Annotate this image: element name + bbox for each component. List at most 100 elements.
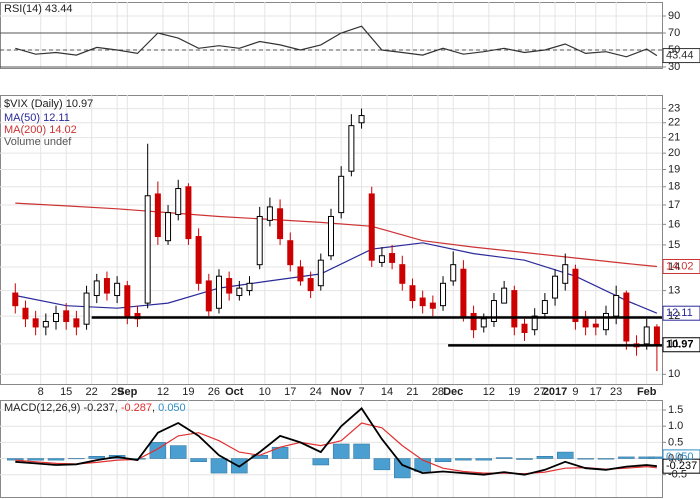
candle-body (419, 297, 426, 307)
candle-body (175, 188, 182, 216)
macd-panel (0, 400, 663, 498)
x-tick-label: 14 (381, 386, 393, 398)
ma200-name: MA(200) (4, 124, 46, 136)
candle-body (552, 275, 559, 299)
moving-average-line (15, 242, 658, 314)
x-tick-label: 22 (86, 386, 98, 398)
macd-readout: -0.237 (83, 402, 114, 414)
value-box-label: 0.050 (666, 451, 694, 463)
histogram-bar (618, 456, 635, 459)
y-tick-label: 19 (668, 163, 680, 175)
histogram-bar (353, 443, 370, 459)
y-tick-label: 20 (668, 147, 680, 159)
x-tick-label: 21 (406, 386, 418, 398)
y-tick-label: 13 (668, 284, 680, 296)
y-tick-label: 0.0 (668, 452, 683, 464)
candle-body (53, 312, 60, 322)
histogram-bar (597, 458, 615, 460)
y-tick-label: 14 (668, 261, 680, 273)
macd-line (15, 407, 658, 476)
candle-body (328, 215, 334, 257)
x-tick-label: 26 (208, 386, 220, 398)
candle-body (521, 323, 528, 333)
candle-body (429, 302, 436, 309)
price-title: $VIX (Daily) (4, 98, 63, 110)
candle-body (154, 193, 161, 238)
candle-body (378, 255, 385, 263)
x-tick-label: Feb (637, 386, 657, 398)
candle-body (613, 295, 620, 317)
candle-body (134, 312, 141, 320)
candle-body (653, 326, 660, 346)
candle-body (165, 212, 172, 242)
candle-body (562, 264, 569, 284)
y-tick-label: 16 (668, 218, 680, 230)
candle-body (195, 236, 202, 284)
x-tick-label: 7 (358, 386, 364, 398)
candle-body (572, 268, 579, 322)
candle-body (470, 312, 477, 331)
candle-body (185, 186, 192, 240)
moving-average-line (15, 202, 657, 268)
ma200-last: 14.02 (49, 124, 77, 136)
histogram-bar (312, 458, 330, 466)
value-box-label: 10.97 (666, 339, 694, 351)
histogram-bar (434, 458, 452, 463)
histogram-bar (169, 445, 187, 459)
x-tick-label: 23 (610, 386, 622, 398)
candle-body (205, 280, 212, 312)
histogram-bar (516, 458, 533, 460)
histogram-bar (455, 458, 472, 461)
y-tick-label: 70 (668, 27, 680, 39)
x-tick-label: 24 (310, 386, 322, 398)
candle-body (602, 312, 609, 331)
candle-body (277, 208, 284, 240)
histogram-bar (577, 458, 594, 460)
histogram-bar (373, 458, 391, 471)
candle-body (450, 264, 457, 282)
value-box (662, 48, 700, 64)
value-box (662, 305, 700, 321)
candle-body (541, 300, 548, 314)
ma50-legend: MA(50) 12.11 (4, 112, 70, 124)
candle-body (42, 320, 49, 328)
x-tick-label: 15 (60, 386, 72, 398)
macd-title: MACD(12,26,9) (4, 402, 80, 414)
histogram-bar (210, 458, 228, 474)
candle-body (144, 195, 151, 304)
histogram-bar (7, 458, 24, 461)
value-box (662, 458, 700, 474)
x-tick-label: 28 (432, 386, 444, 398)
candle-body (358, 115, 365, 124)
candle-body (348, 125, 355, 172)
x-tick-label: 27 (534, 386, 546, 398)
x-tick-label: 2017 (543, 386, 567, 398)
rsi-name: RSI(14) (4, 3, 42, 15)
x-tick-label: 9 (572, 386, 578, 398)
y-tick-label: -0.5 (668, 469, 687, 481)
y-tick-label: 50 (668, 44, 680, 56)
ma50-name: MA(50) (4, 112, 40, 124)
y-tick-label: 12 (668, 310, 680, 322)
price-panel (0, 95, 663, 385)
candle-body (409, 285, 416, 302)
price-last: 10.97 (66, 98, 94, 110)
candle-body (114, 282, 121, 297)
x-tick-label: 12 (157, 386, 169, 398)
candle-body (215, 275, 222, 309)
x-tick-label: 17 (590, 386, 602, 398)
value-box-label: -0.237 (666, 460, 697, 472)
candle-body (12, 292, 19, 307)
candle-body (266, 206, 273, 221)
y-tick-label: 1.5 (668, 404, 683, 416)
candle-body (511, 290, 518, 328)
candle-body (63, 310, 70, 322)
labels: RSI(14) 43.44 $VIX (Daily) 10.97 MA(50) … (4, 3, 697, 481)
candle-body (73, 318, 80, 328)
value-box-label: 43.44 (666, 49, 694, 61)
rsi-legend: RSI(14) 43.44 (4, 3, 73, 15)
histogram-bar (332, 443, 350, 459)
x-tick-label: Oct (225, 386, 244, 398)
